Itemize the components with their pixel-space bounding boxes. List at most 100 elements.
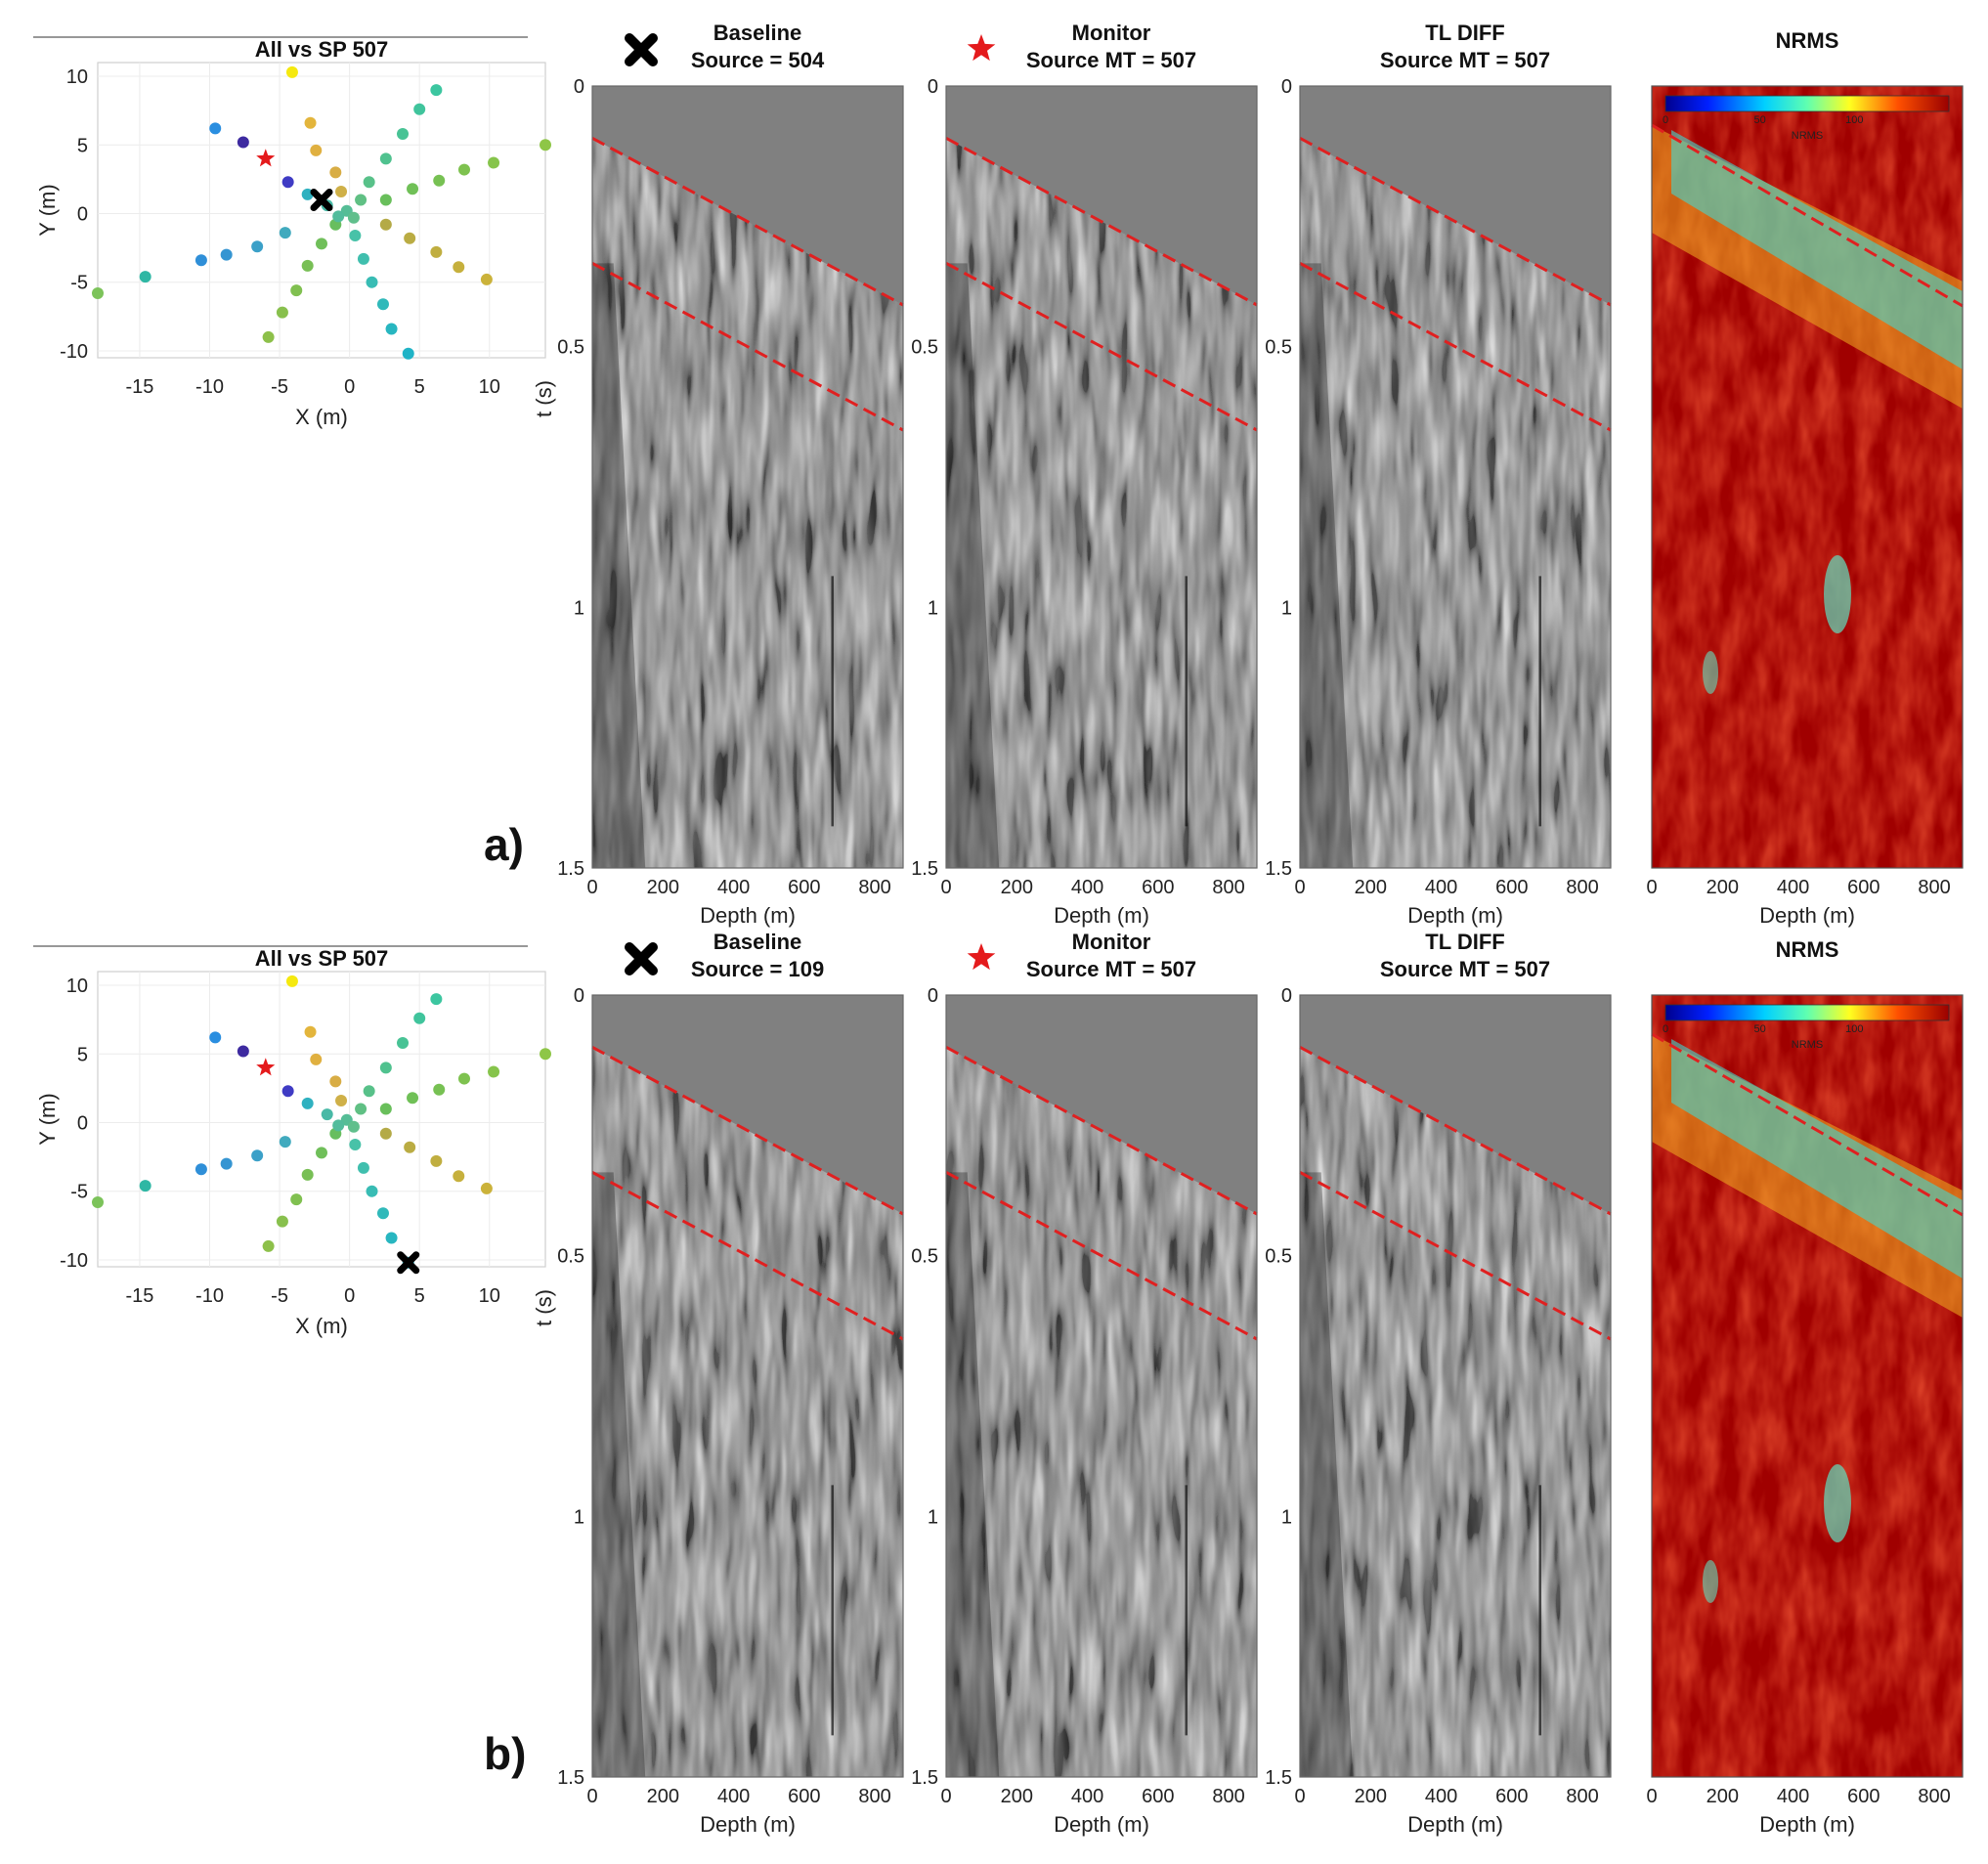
shot-point-marker [220,248,233,261]
map-y-tick-label: 5 [77,1044,88,1065]
first-break-pick-line [1299,1046,1612,1216]
nrms-pick-line [1651,1032,1964,1217]
shot-point-marker [379,218,392,231]
seismic-x-axis-label: Depth (m) [1407,903,1503,928]
map-x-tick-label: -10 [195,376,224,398]
shot-point-marker [281,1085,294,1098]
nrms-band-cool [1671,130,1963,369]
shot-point-marker [540,139,551,152]
nrms-axes-box [1651,994,1964,1778]
seismic-x-tick-label: 600 [1142,1786,1174,1807]
baseline-source-marker-stroke [310,188,333,211]
seismic-x-tick-label: 600 [788,1786,820,1807]
seismic-x-tick-label: 400 [1425,877,1457,898]
baseline-legend-marker-stroke [625,942,658,975]
seismic-y-tick-label: 1.5 [1265,858,1292,880]
seismic-x-tick-label: 200 [1001,1786,1033,1807]
seismic-y-tick-label: 1 [1281,597,1292,619]
shot-point-marker [402,347,414,360]
map-x-tick-label: -5 [271,1285,288,1307]
seismic-x-tick-label: 400 [717,877,750,898]
nrms-panel: 0 50 100 NRMS 0 200 400 600 800 Depth (m) NRMS [1646,28,1964,928]
nrms-band-cool [1671,1039,1963,1279]
shot-point-marker [194,1163,207,1176]
shot-point-marker [480,273,493,285]
shot-point-marker [397,1037,410,1050]
seismic-x-axis-label: Depth (m) [1054,903,1149,928]
seismic-y-axis-label: t (s) [532,1289,556,1326]
shot-point-marker [453,1170,465,1183]
first-break-pick-line [591,137,904,307]
second-pick-line [1299,1171,1612,1341]
seismic-x-tick-label: 800 [858,877,890,898]
seismic-x-tick-label: 200 [1001,877,1033,898]
shot-point-marker [279,227,291,239]
seismic-y-tick-label: 0.5 [557,337,584,359]
seismic-y-tick-label: 0 [1281,76,1292,98]
map-x-tick-label: 10 [479,1285,500,1307]
first-break-pick-line [945,137,1258,307]
map-panel-a: -15 -10 -5 0 5 10 10 5 0 -5 -10 All vs SP 507 X (m) Y… [33,36,551,429]
seismic-x-tick-label: 800 [858,1786,890,1807]
nrms-patch [1824,1464,1851,1542]
seismic-axes-box [591,994,904,1778]
baseline-legend-marker [625,33,658,66]
shot-point-marker [220,1157,233,1170]
shot-point-marker [355,1103,367,1115]
shot-point-marker [332,1119,345,1132]
second-pick-line [1299,262,1612,432]
colorbar-tick-label: 100 [1845,114,1863,126]
seismic-x-tick-label: 800 [1212,1786,1244,1807]
seismic-axes-box [1299,994,1612,1778]
seismic-y-tick-label: 1 [928,597,938,619]
shot-point-marker [430,993,443,1006]
near-offset-energy [1300,263,1354,868]
map-x-axis-label: X (m) [295,405,348,429]
shot-point-marker [407,183,419,195]
seismic-panel: 0 200 400 600 800 0 0.5 1 1.5 Depth (m) Monitor Sou… [911,21,1258,928]
second-pick-line [591,1171,904,1341]
nrms-title: NRMS [1776,937,1839,962]
shot-point-marker [404,1141,416,1153]
shot-point-marker [430,1154,443,1167]
shot-point-marker [301,1168,314,1181]
map-y-tick-label: -5 [70,273,88,294]
map-y-tick-label: 10 [66,66,88,88]
seismic-y-tick-label: 1 [574,1506,584,1528]
shot-point-marker [379,1062,392,1074]
nrms-title: NRMS [1776,28,1839,53]
seismic-x-tick-label: 800 [1212,877,1244,898]
shot-point-marker [488,1065,500,1078]
nrms-panel: 0 50 100 NRMS 0 200 400 600 800 Depth (m) NRMS [1646,937,1964,1837]
seismic-panel: 0 200 400 600 800 0 0.5 1 1.5 Depth (m) TL DIFF Sou… [1265,930,1612,1837]
shot-point-marker [413,103,426,115]
shot-point-marker [407,1092,419,1105]
shot-point-marker [262,330,275,343]
nrms-colorbar [1664,95,1950,112]
map-x-tick-label: 5 [414,1285,425,1307]
seismic-y-tick-label: 0 [1281,985,1292,1007]
shot-point-marker [430,84,443,97]
map-x-tick-label: -15 [125,1285,153,1307]
map-x-tick-label: 0 [344,1285,355,1307]
map-y-tick-label: 10 [66,975,88,997]
shot-point-marker [397,128,410,141]
seismic-y-axis-label: t (s) [532,380,556,417]
seismic-x-axis-label: Depth (m) [1054,1812,1149,1837]
seismic-y-tick-label: 0.5 [1265,337,1292,359]
shot-point-marker [335,186,348,198]
seismic-subtitle: Source MT = 507 [1380,48,1550,72]
colorbar-tick-label: 100 [1845,1023,1863,1035]
shot-point-marker [357,252,369,265]
seismic-x-tick-label: 0 [586,877,597,898]
seismic-x-tick-label: 200 [1355,877,1387,898]
seismic-y-tick-label: 1 [1281,1506,1292,1528]
colorbar-tick-label: 50 [1754,1023,1766,1035]
seismic-subtitle: Source = 109 [691,957,824,981]
shot-point-marker [347,211,360,224]
shot-point-marker [379,1127,392,1140]
second-pick-line [945,1171,1258,1341]
shot-point-marker [488,156,500,169]
second-pick-line [591,262,904,432]
seismic-title: Baseline [713,930,802,954]
